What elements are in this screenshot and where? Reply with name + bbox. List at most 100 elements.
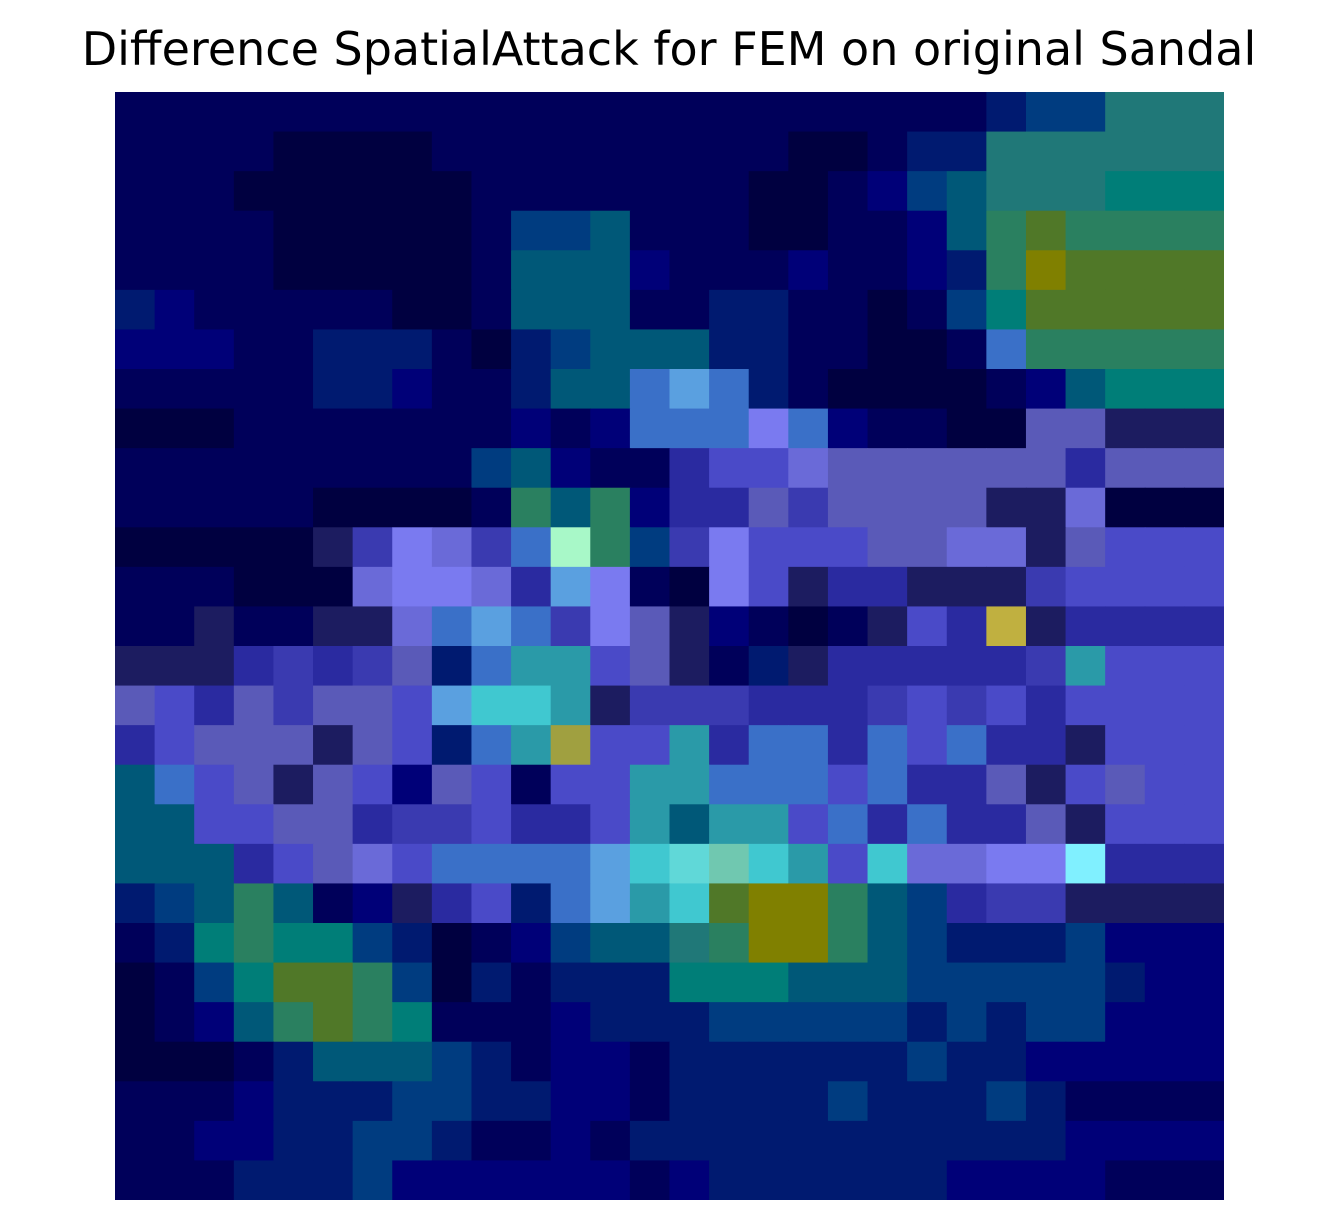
heatmap-cell [788,1002,829,1043]
heatmap-cell [946,210,987,251]
heatmap-cell [629,606,671,647]
heatmap-cell [115,1081,156,1122]
heatmap-cell [867,1041,908,1082]
heatmap-cell [827,369,869,410]
heatmap-cell [709,131,750,172]
heatmap-cell [431,171,473,212]
heatmap-cell [392,764,433,805]
heatmap-cell [629,131,671,172]
heatmap-cell [629,487,671,528]
heatmap-cell [115,369,156,410]
heatmap-cell [313,843,354,885]
heatmap-cell [907,725,948,766]
heatmap-cell [788,1160,829,1200]
heatmap-cell [233,566,275,608]
heatmap-cell [827,131,869,172]
heatmap-cell [115,685,156,726]
heatmap-cell [827,487,869,528]
heatmap-cell [352,725,393,766]
heatmap-cell [748,1002,789,1043]
heatmap-cell [1025,131,1067,172]
heatmap-cell [629,646,671,687]
heatmap-cell [629,289,671,331]
heatmap-cell [550,250,591,291]
heatmap-cell [1184,92,1224,133]
heatmap-cell [1105,210,1146,251]
heatmap-cell [709,923,750,964]
heatmap-cell [590,1081,631,1122]
heatmap-cells [115,92,1224,1200]
heatmap-cell [550,210,591,251]
heatmap-cell [1144,843,1185,885]
heatmap-cell [431,606,473,647]
heatmap-cell [709,408,750,449]
heatmap-cell [867,448,908,489]
heatmap-cell [590,329,631,370]
heatmap-cell [392,1120,433,1162]
heatmap-cell [788,408,829,449]
heatmap-cell [629,804,671,845]
heatmap-cell [511,329,552,370]
heatmap-cell [788,527,829,568]
heatmap-cell [1065,923,1106,964]
heatmap-cell [471,725,512,766]
heatmap-cell [273,962,314,1003]
heatmap-cell [946,923,987,964]
heatmap-cell [392,369,433,410]
heatmap-cell [788,487,829,528]
heatmap-cell [233,329,275,370]
heatmap-cell [550,804,591,845]
heatmap-cell [1105,527,1146,568]
heatmap-cell [471,1041,512,1082]
heatmap-cell [115,487,156,528]
heatmap-cell [1025,646,1067,687]
heatmap-cell [867,210,908,251]
heatmap-cell [471,487,512,528]
heatmap-cell [431,487,473,528]
heatmap-cell [1184,131,1224,172]
heatmap-cell [709,448,750,489]
heatmap-cell [273,764,314,805]
heatmap-cell [233,210,275,251]
heatmap-cell [313,408,354,449]
heatmap-cell [946,843,987,885]
heatmap-cell [154,92,195,133]
heatmap-cell [1105,606,1146,647]
heatmap-cell [946,250,987,291]
heatmap-cell [629,566,671,608]
heatmap-cell [1144,1160,1185,1200]
heatmap-cell [1144,448,1185,489]
heatmap-cell [1105,1081,1146,1122]
heatmap-cell [827,764,869,805]
heatmap-cell [154,369,195,410]
heatmap-cell [1025,923,1067,964]
heatmap-cell [748,527,789,568]
heatmap-cell [907,448,948,489]
heatmap-cell [827,329,869,370]
heatmap-cell [1025,725,1067,766]
heatmap-cell [827,1041,869,1082]
heatmap-cell [352,448,393,489]
heatmap-cell [748,487,789,528]
heatmap-cell [1065,1002,1106,1043]
heatmap-cell [1065,1160,1106,1200]
heatmap-cell [590,883,631,924]
heatmap-cell [946,487,987,528]
heatmap-cell [471,1160,512,1200]
heatmap-cell [313,883,354,924]
heatmap-cell [867,487,908,528]
heatmap-cell [1105,487,1146,528]
heatmap-cell [511,1002,552,1043]
heatmap-cell [1025,289,1067,331]
heatmap-cell [154,487,195,528]
heatmap-cell [233,408,275,449]
heatmap-cell [946,1041,987,1082]
heatmap-cell [867,685,908,726]
heatmap-cell [827,408,869,449]
heatmap-cell [471,1002,512,1043]
heatmap-cell [709,92,750,133]
heatmap-cell [154,1160,195,1200]
heatmap-cell [1105,289,1146,331]
heatmap-cell [986,764,1027,805]
heatmap-cell [748,448,789,489]
